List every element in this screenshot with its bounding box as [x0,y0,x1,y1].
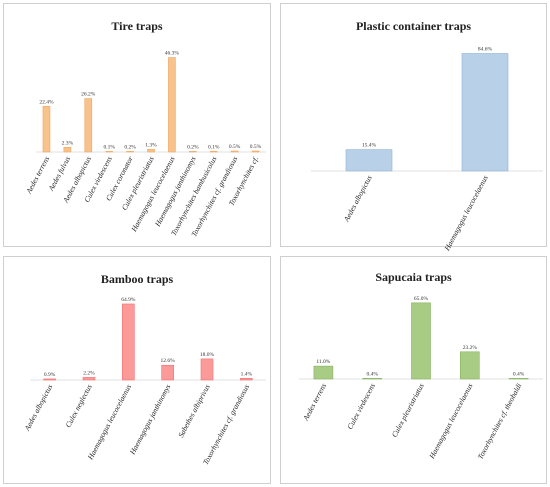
sapucaia-traps-panel: Sapucaia traps 11.0% Aedes terrens 0.4% Cule… [280,256,547,484]
bar [313,365,334,380]
bar [42,106,51,153]
bar [126,151,134,153]
bar [362,378,382,380]
data-label: 11.0% [316,359,330,365]
data-label: 26.2% [81,92,96,98]
bar [63,147,72,153]
bar [460,351,480,380]
bar [209,151,218,153]
chart-title: Tire traps [111,19,163,33]
data-label: 46.3% [165,51,180,57]
category-label: Culex pleuristriatus [390,382,426,439]
plastic-container-traps-chart: Plastic container traps 15.4% Aedes albopi… [311,19,543,253]
category-label: Culex virdescens [345,382,377,431]
bar [168,57,176,153]
bar [189,151,197,153]
category-label: Haemagogus leucocelaenus [427,382,475,461]
category-label: Aedes albopictus [22,383,54,433]
data-label: 0.5% [229,144,241,150]
data-label: 22.4% [39,99,54,105]
data-label: 84.6% [478,47,493,53]
bar [251,150,260,153]
data-label: 1.4% [241,371,253,377]
data-label: 0.1% [103,144,115,150]
bar [411,302,431,380]
data-label: 12.6% [161,358,176,364]
data-label: 23.2% [463,345,478,351]
tire-traps-panel: Tire traps 22.4% Aedes terrens 2.3% Aedes fu… [3,3,271,247]
bar [122,303,135,381]
data-label: 64.9% [121,297,136,303]
data-label: 0.2% [187,144,199,150]
bar [230,150,239,153]
chart-title: Plastic container traps [356,19,471,33]
data-label: 0.4% [366,371,378,377]
data-label: 0.1% [208,144,220,150]
category-label: Aedes terrens [301,382,329,423]
bamboo-traps-chart: Bamboo traps 0.9% Aedes albopictus 2.2% Cule… [22,272,266,467]
data-label: 15.4% [362,143,377,149]
data-label: 0.4% [513,371,525,377]
bar [240,378,253,381]
bamboo-traps-panel: Bamboo traps 0.9% Aedes albopictus 2.2% Cule… [3,256,271,484]
data-label: 2.3% [62,140,74,146]
bar [105,151,113,153]
chart-title: Bamboo traps [101,272,174,286]
data-label: 2.2% [83,370,95,376]
data-label: 1.3% [145,142,157,148]
data-label: 0.5% [250,144,262,150]
bar [43,378,56,381]
bar [345,149,393,172]
category-label: Toxorhynchites cf. grandiosus [201,383,251,467]
data-label: 0.2% [124,144,136,150]
bar [200,358,214,381]
data-label: 65.0% [414,296,429,302]
category-label: Toxorhynchites cf. theobaldi [476,382,524,461]
category-label: Haemagogus leucocelaenus [442,174,490,253]
bar [161,364,174,381]
bar [461,53,509,172]
category-label: Culex neglectus [63,383,93,429]
sapucaia-traps-chart: Sapucaia traps 11.0% Aedes terrens 0.4% Cule… [299,270,543,461]
category-label: Aedes albopictus [341,174,373,224]
bar [508,378,529,380]
category-label: Aedes terrens [24,155,52,196]
chart-title: Sapucaia traps [375,270,452,284]
data-label: 0.9% [44,372,56,378]
bar [84,98,93,153]
plastic-container-traps-panel: Plastic container traps 15.4% Aedes albopi… [280,3,547,253]
data-label: 18.0% [200,352,215,358]
category-label: Haemagogus janthinomys [127,383,172,457]
bar [147,149,155,153]
category-label: Sabethes albiprivus [176,383,212,439]
category-label: Haemagogus leucocelaenus [85,383,133,462]
bar [82,377,96,381]
